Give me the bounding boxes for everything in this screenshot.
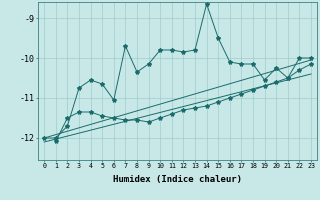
X-axis label: Humidex (Indice chaleur): Humidex (Indice chaleur) (113, 175, 242, 184)
